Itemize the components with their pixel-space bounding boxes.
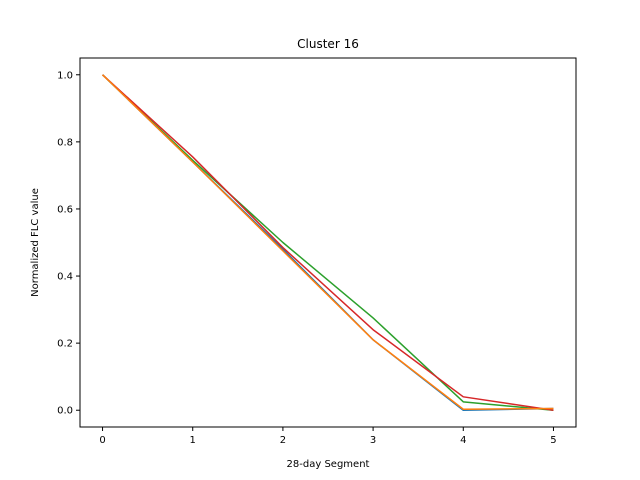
x-axis-ticks: 0 1 2 3 4 5 <box>99 427 557 446</box>
y-axis-label: Normalized FLC value <box>30 188 41 297</box>
x-tick-label: 0 <box>99 435 105 446</box>
y-axis-ticks: 0.0 0.2 0.4 0.6 0.8 1.0 <box>57 70 80 417</box>
chart-title: Cluster 16 <box>297 37 359 51</box>
y-tick-label: 0.2 <box>57 339 73 350</box>
x-axis-label: 28-day Segment <box>287 459 370 470</box>
plot-frame <box>79 57 577 428</box>
series-line-2 <box>102 74 554 411</box>
plot-lines <box>102 74 554 411</box>
x-tick-label: 3 <box>370 435 376 446</box>
x-tick-label: 2 <box>280 435 286 446</box>
y-tick-label: 1.0 <box>57 70 73 81</box>
y-tick-label: 0.0 <box>57 406 73 417</box>
series-line-4 <box>102 74 554 410</box>
y-tick-label: 0.6 <box>57 204 73 215</box>
x-tick-label: 1 <box>190 435 196 446</box>
y-tick-label: 0.8 <box>57 137 73 148</box>
y-tick-label: 0.4 <box>57 272 73 283</box>
x-tick-label: 4 <box>460 435 466 446</box>
series-line-3 <box>102 74 554 411</box>
series-line-1 <box>102 74 554 411</box>
x-tick-label: 5 <box>550 435 556 446</box>
